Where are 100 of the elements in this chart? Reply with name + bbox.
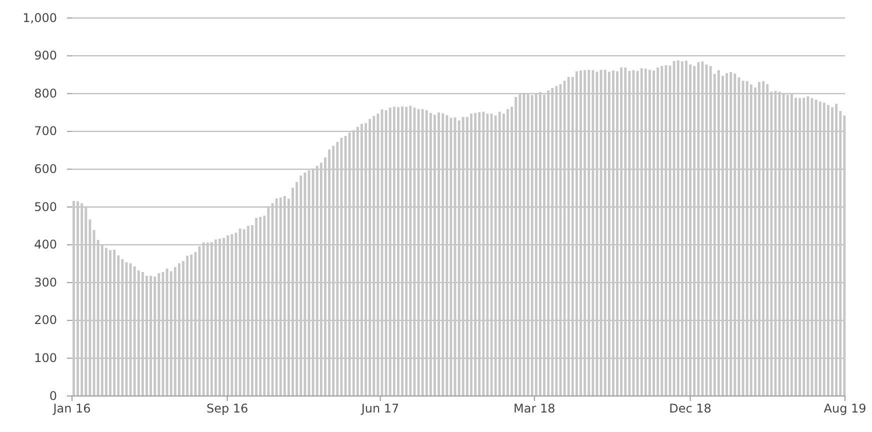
- bar: [608, 72, 610, 396]
- bar: [348, 132, 351, 396]
- bar: [388, 108, 392, 396]
- bar: [133, 266, 136, 396]
- bar: [685, 60, 688, 396]
- bar: [551, 88, 554, 396]
- bar: [600, 70, 602, 396]
- bar: [141, 272, 144, 396]
- bar: [680, 61, 684, 396]
- bar: [255, 218, 258, 396]
- bar: [259, 216, 262, 396]
- bar: [154, 276, 156, 396]
- bar: [113, 250, 116, 396]
- bar: [96, 240, 100, 396]
- y-tick-label: 300: [34, 275, 57, 290]
- bar: [384, 110, 388, 396]
- bar: [709, 66, 712, 396]
- y-tick-label: 1,000: [22, 10, 57, 25]
- bar: [652, 70, 655, 396]
- bar: [612, 70, 614, 396]
- bar: [782, 92, 785, 396]
- bar: [514, 97, 518, 396]
- bar: [186, 256, 189, 396]
- bar: [190, 254, 193, 396]
- bar: [210, 242, 213, 396]
- bar: [584, 70, 586, 396]
- y-tick-label: 400: [34, 238, 57, 252]
- bar: [750, 84, 752, 396]
- bar: [202, 242, 205, 396]
- bar: [392, 106, 396, 396]
- bar: [429, 112, 432, 396]
- bar: [121, 259, 124, 396]
- bar: [592, 70, 594, 396]
- bar: [470, 114, 472, 396]
- bar: [312, 168, 314, 396]
- x-tick-label: Sep 16: [206, 402, 248, 416]
- bar: [746, 81, 748, 396]
- bar: [405, 106, 408, 396]
- bar: [628, 70, 631, 396]
- bar: [279, 198, 282, 396]
- bar: [178, 263, 180, 396]
- bar: [401, 106, 404, 396]
- bar: [218, 238, 221, 396]
- bar: [170, 271, 172, 396]
- bar: [802, 98, 806, 396]
- bar: [758, 82, 760, 396]
- x-tick-label: Dec 18: [669, 402, 712, 416]
- bar: [356, 126, 359, 396]
- bar: [332, 146, 335, 396]
- y-tick-label: 0: [49, 388, 57, 403]
- bar: [413, 108, 416, 396]
- bar: [238, 228, 242, 396]
- bar: [222, 238, 226, 396]
- bar: [806, 96, 810, 396]
- bar: [421, 109, 424, 396]
- bar: [730, 72, 732, 396]
- y-tick-label: 100: [34, 351, 57, 366]
- bar: [466, 117, 468, 396]
- bar: [72, 200, 75, 396]
- bar: [462, 117, 464, 396]
- bar: [575, 71, 578, 396]
- bar: [150, 276, 152, 396]
- bar: [474, 112, 477, 396]
- bar: [693, 66, 696, 396]
- bar: [230, 234, 234, 396]
- bar: [104, 248, 108, 396]
- bar: [697, 62, 700, 396]
- bar: [604, 70, 606, 396]
- bar: [567, 76, 570, 396]
- bar: [644, 68, 647, 396]
- bar: [328, 150, 330, 396]
- bar: [206, 242, 209, 396]
- bar: [300, 176, 302, 396]
- bar: [360, 124, 363, 396]
- bar: [676, 60, 680, 396]
- bar: [446, 115, 448, 396]
- bar: [786, 94, 789, 396]
- bar: [624, 68, 627, 396]
- x-tick-label: Aug 19: [824, 402, 866, 416]
- bar: [267, 208, 270, 396]
- bar: [376, 114, 380, 396]
- bar: [275, 198, 278, 396]
- x-tick-label: Mar 18: [514, 402, 556, 416]
- bar: [226, 235, 230, 396]
- bar: [640, 68, 643, 396]
- bar: [364, 123, 367, 396]
- y-tick-label: 700: [34, 124, 57, 138]
- bar: [158, 273, 160, 396]
- bar: [826, 104, 830, 396]
- bar: [336, 142, 339, 396]
- bar: [246, 226, 250, 396]
- bar: [137, 270, 140, 396]
- bar: [109, 250, 112, 396]
- bar: [283, 196, 286, 396]
- bar: [798, 98, 802, 396]
- bar: [518, 94, 522, 396]
- bar: [547, 90, 550, 396]
- bar: [304, 172, 306, 396]
- bar: [616, 71, 618, 396]
- bar: [316, 166, 318, 396]
